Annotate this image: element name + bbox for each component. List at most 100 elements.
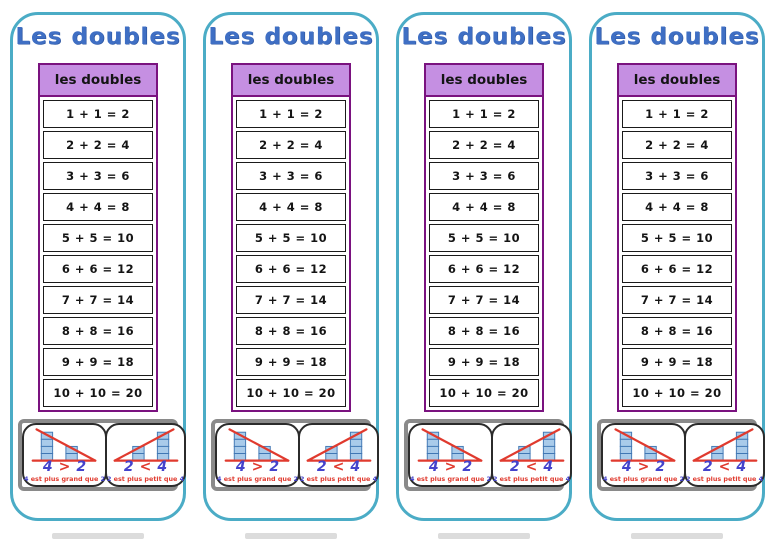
caption-end-number: 2 [100, 475, 105, 483]
card-title: Les doubles [594, 24, 760, 50]
bookmark-card-wrap: Les doubles les doubles 1 + 1 = 2 2 + 2 … [396, 12, 573, 539]
caption-start-number: 4 [24, 475, 29, 483]
comparison-greater-icon [32, 428, 97, 462]
greater-left-number: 4 [428, 459, 439, 475]
next-row-edge [245, 533, 337, 539]
less-panel: 2 < 4 2 est plus petit que 4 [297, 423, 380, 487]
equation-row: 5 + 5 = 10 [236, 224, 346, 252]
equation-row: 1 + 1 = 2 [236, 100, 346, 128]
equation-row: 3 + 3 = 6 [429, 162, 539, 190]
equation-row: 1 + 1 = 2 [429, 100, 539, 128]
greater-symbol: > [637, 459, 650, 475]
equation-row: 2 + 2 = 4 [622, 131, 732, 159]
less-expression: 2 < 4 [317, 460, 360, 474]
equation-row: 3 + 3 = 6 [236, 162, 346, 190]
less-symbol: < [332, 459, 345, 475]
greater-right-number: 2 [76, 459, 87, 475]
comparison-less-icon [113, 428, 178, 462]
comparison-box: 4 > 2 4 est plus grand que 2 [211, 419, 380, 491]
less-right-number: 4 [157, 459, 168, 475]
equation-row: 2 + 2 = 4 [236, 131, 346, 159]
less-right-number: 4 [350, 459, 361, 475]
greater-expression: 4 > 2 [43, 460, 86, 474]
caption-end-number: 2 [293, 475, 298, 483]
greater-symbol: > [444, 459, 457, 475]
doubles-table: les doubles 1 + 1 = 2 2 + 2 = 4 3 + 3 = … [231, 63, 351, 412]
comparison-greater-icon [611, 428, 676, 462]
greater-panel: 4 > 2 4 est plus grand que 2 [215, 423, 300, 487]
caption-words: est plus grand que [416, 475, 485, 483]
greater-left-number: 4 [621, 459, 632, 475]
equation-row: 5 + 5 = 10 [429, 224, 539, 252]
equation-row: 4 + 4 = 8 [429, 193, 539, 221]
comparison-box: 4 > 2 4 est plus grand que 2 [404, 419, 573, 491]
bookmark-card-wrap: Les doubles les doubles 1 + 1 = 2 2 + 2 … [589, 12, 766, 539]
doubles-table: les doubles 1 + 1 = 2 2 + 2 = 4 3 + 3 = … [424, 63, 544, 412]
greater-panel: 4 > 2 4 est plus grand que 2 [601, 423, 686, 487]
equation-row: 3 + 3 = 6 [43, 162, 153, 190]
caption-end-number: 4 [758, 475, 764, 483]
equation-row: 10 + 10 = 20 [43, 379, 153, 407]
equation-row: 4 + 4 = 8 [236, 193, 346, 221]
greater-symbol: > [251, 459, 264, 475]
equation-row: 5 + 5 = 10 [622, 224, 732, 252]
bookmark-card-wrap: Les doubles les doubles 1 + 1 = 2 2 + 2 … [10, 12, 187, 539]
caption-words: est plus petit que [113, 475, 178, 483]
caption-words: est plus grand que [609, 475, 678, 483]
caption-start-number: 2 [492, 475, 498, 483]
caption-start-number: 2 [106, 475, 112, 483]
caption-end-number: 4 [565, 475, 571, 483]
table-body: 1 + 1 = 2 2 + 2 = 4 3 + 3 = 6 4 + 4 = 8 … [40, 97, 156, 410]
equation-row: 1 + 1 = 2 [43, 100, 153, 128]
table-body: 1 + 1 = 2 2 + 2 = 4 3 + 3 = 6 4 + 4 = 8 … [426, 97, 542, 410]
equation-row: 2 + 2 = 4 [429, 131, 539, 159]
less-expression: 2 < 4 [510, 460, 553, 474]
caption-start-number: 4 [410, 475, 415, 483]
table-header: les doubles [426, 65, 542, 97]
doubles-table: les doubles 1 + 1 = 2 2 + 2 = 4 3 + 3 = … [38, 63, 158, 412]
equation-row: 7 + 7 = 14 [43, 286, 153, 314]
equation-row: 10 + 10 = 20 [622, 379, 732, 407]
next-row-edge [438, 533, 530, 539]
less-symbol: < [139, 459, 152, 475]
less-right-number: 4 [736, 459, 747, 475]
greater-right-number: 2 [655, 459, 666, 475]
greater-caption: 4 est plus grand que 2 [410, 475, 491, 483]
less-left-number: 2 [702, 459, 713, 475]
less-panel: 2 < 4 2 est plus petit que 4 [490, 423, 573, 487]
greater-expression: 4 > 2 [429, 460, 472, 474]
equation-row: 10 + 10 = 20 [236, 379, 346, 407]
less-expression: 2 < 4 [703, 460, 746, 474]
equation-row: 4 + 4 = 8 [622, 193, 732, 221]
less-left-number: 2 [509, 459, 520, 475]
equation-row: 6 + 6 = 12 [622, 255, 732, 283]
card-title: Les doubles [401, 24, 567, 50]
equation-row: 5 + 5 = 10 [43, 224, 153, 252]
less-right-number: 4 [543, 459, 554, 475]
equation-row: 9 + 9 = 18 [429, 348, 539, 376]
table-body: 1 + 1 = 2 2 + 2 = 4 3 + 3 = 6 4 + 4 = 8 … [233, 97, 349, 410]
comparison-box: 4 > 2 4 est plus grand que 2 [597, 419, 766, 491]
comparison-less-icon [306, 428, 371, 462]
greater-caption: 4 est plus grand que 2 [217, 475, 298, 483]
table-header: les doubles [40, 65, 156, 97]
greater-expression: 4 > 2 [622, 460, 665, 474]
greater-right-number: 2 [269, 459, 280, 475]
less-caption: 2 est plus petit que 4 [686, 475, 763, 483]
less-caption: 2 est plus petit que 4 [300, 475, 377, 483]
greater-panel: 4 > 2 4 est plus grand que 2 [22, 423, 107, 487]
caption-words: est plus petit que [306, 475, 371, 483]
equation-row: 8 + 8 = 16 [429, 317, 539, 345]
comparison-greater-icon [418, 428, 483, 462]
equation-row: 7 + 7 = 14 [622, 286, 732, 314]
equation-row: 2 + 2 = 4 [43, 131, 153, 159]
less-expression: 2 < 4 [124, 460, 167, 474]
caption-end-number: 2 [679, 475, 684, 483]
greater-left-number: 4 [42, 459, 53, 475]
equation-row: 6 + 6 = 12 [43, 255, 153, 283]
comparison-box: 4 > 2 4 est plus grand que 2 [18, 419, 187, 491]
equation-row: 10 + 10 = 20 [429, 379, 539, 407]
less-caption: 2 est plus petit que 4 [107, 475, 184, 483]
caption-words: est plus petit que [499, 475, 564, 483]
comparison-less-icon [499, 428, 564, 462]
